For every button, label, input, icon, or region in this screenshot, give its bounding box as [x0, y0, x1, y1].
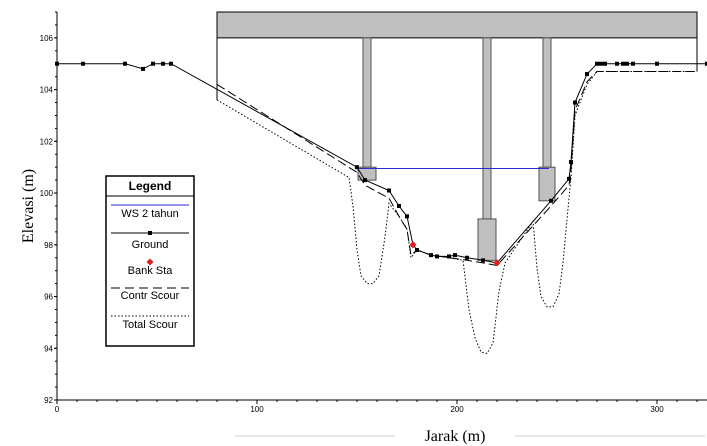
x-tick-label: 300	[650, 405, 664, 414]
y-tick-label: 102	[40, 137, 54, 146]
ground-point	[453, 253, 457, 258]
ground-point	[573, 100, 577, 105]
ground-point	[603, 61, 607, 66]
x-tick-label: 100	[250, 405, 264, 414]
legend: Legend WS 2 tahun Ground Bank Sta Contr Scou…	[105, 175, 195, 347]
axes: 92 94 96 98 100 102 104 106 0 100 200 300 Jarak (m) E…	[20, 11, 707, 445]
ground-point	[585, 72, 589, 77]
y-tick-label: 96	[44, 293, 53, 302]
bridge-pier	[482, 37, 492, 220]
ground-point	[705, 61, 707, 66]
ground-point	[481, 258, 485, 263]
x-tick-label: 200	[450, 405, 464, 414]
ground-point	[567, 176, 571, 181]
legend-title: Legend	[129, 179, 172, 193]
series-total-scour-line	[216, 71, 697, 354]
y-tick-label: 98	[44, 241, 53, 250]
bridge-deck	[216, 11, 698, 39]
ground-point	[631, 61, 635, 66]
ground-point	[169, 61, 173, 66]
ground-point	[447, 254, 451, 259]
y-tick-label: 94	[44, 344, 53, 353]
y-axis-title: Elevasi (m)	[20, 169, 37, 243]
ground-point	[161, 61, 165, 66]
series-layer	[55, 61, 707, 354]
x-tick-label: 0	[55, 405, 60, 414]
ground-point	[549, 198, 553, 203]
pier-footing	[538, 166, 556, 202]
bridge-pier	[542, 37, 552, 168]
x-axis-title: Jarak (m)	[425, 428, 486, 445]
ground-point	[363, 178, 367, 183]
bank-sta-point	[409, 241, 417, 249]
ground-point	[429, 253, 433, 258]
ground-point	[615, 61, 619, 66]
legend-entry-label: Total Scour	[122, 319, 177, 331]
ground-point	[435, 254, 439, 259]
ground-point	[655, 61, 659, 66]
legend-ground-marker	[148, 231, 152, 235]
ground-point	[81, 61, 85, 66]
ground-point	[123, 61, 127, 66]
series-contr-scour-line	[216, 71, 697, 267]
legend-entry-label: Contr Scour	[121, 290, 180, 302]
ground-point	[599, 61, 603, 66]
ground-point	[405, 214, 409, 219]
legend-entry-label: Ground	[132, 239, 169, 251]
y-tick-label: 92	[44, 396, 53, 405]
ground-point	[141, 66, 145, 71]
ground-point	[595, 61, 599, 66]
pier-footing	[477, 218, 497, 261]
y-tick-label: 100	[40, 189, 54, 198]
ground-point	[465, 255, 469, 260]
legend-entry-label: WS 2 tahun	[121, 208, 178, 220]
ground-point	[569, 160, 573, 165]
bank-sta-point	[493, 259, 501, 267]
ground-point	[387, 188, 391, 193]
legend-entry-label: Bank Sta	[128, 265, 174, 277]
y-tick-label: 104	[40, 86, 54, 95]
ground-point	[397, 204, 401, 208]
legend-bank-marker	[146, 258, 154, 266]
ground-point	[415, 247, 419, 252]
ground-point	[151, 61, 155, 66]
y-tick-label: 106	[40, 34, 54, 43]
bridge-structure	[216, 11, 698, 261]
ground-point	[625, 61, 629, 66]
ground-point	[621, 61, 625, 66]
ground-point	[355, 165, 359, 170]
bridge-pier	[362, 37, 372, 168]
